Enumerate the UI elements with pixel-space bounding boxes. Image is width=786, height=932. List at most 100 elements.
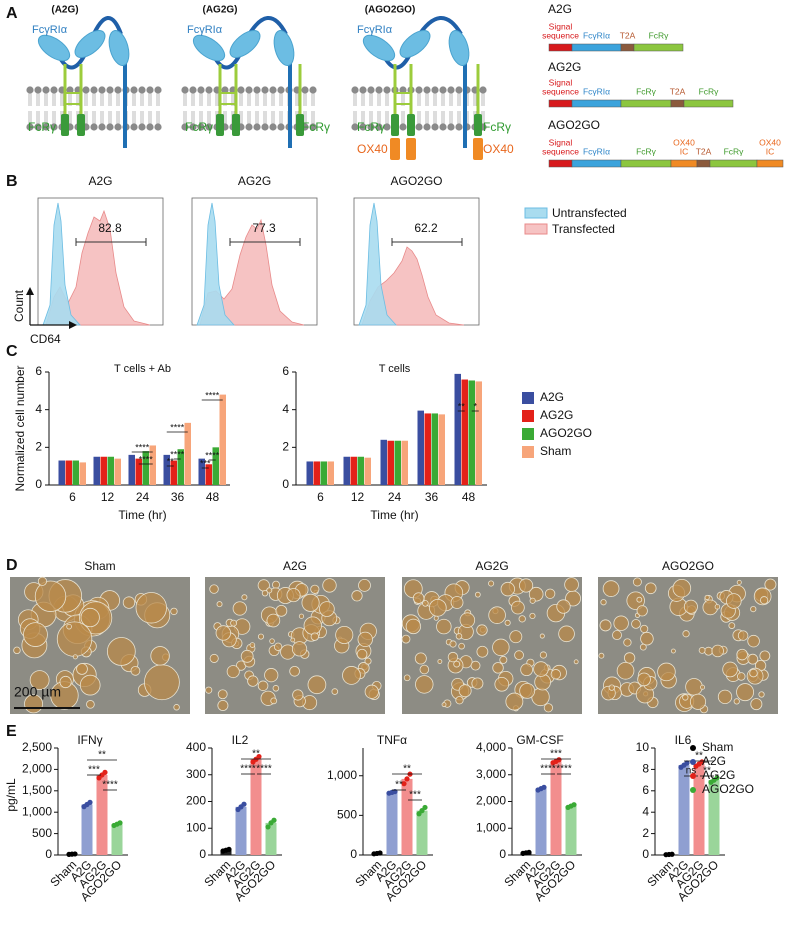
cell-cluster xyxy=(249,642,256,648)
bar xyxy=(693,764,705,855)
cell-cluster xyxy=(573,659,579,665)
cell-cluster xyxy=(499,655,508,664)
y-axis-label: Normalized cell number xyxy=(13,365,27,491)
cell-cluster xyxy=(144,664,180,701)
ox40-domain xyxy=(390,138,400,160)
cell-cluster xyxy=(640,624,649,633)
receptor-label: FcγRIα xyxy=(32,24,68,36)
x-tick-label: 48 xyxy=(462,490,476,504)
bar xyxy=(163,454,170,485)
replicate-point xyxy=(404,776,410,782)
bar xyxy=(250,759,262,855)
cell-cluster xyxy=(598,652,605,659)
cell-cluster xyxy=(290,637,296,643)
lipid-head xyxy=(189,123,197,131)
cell-cluster xyxy=(539,651,547,659)
cell-cluster xyxy=(419,664,430,675)
lipid-head xyxy=(82,86,90,94)
cell-cluster xyxy=(470,660,481,671)
cell-cluster xyxy=(500,581,516,597)
lipid-head xyxy=(309,86,317,94)
cell-cluster xyxy=(683,599,698,614)
cell-cluster xyxy=(428,598,447,617)
cell-cluster xyxy=(455,633,463,640)
adaptor-label: FcRγ xyxy=(483,120,511,134)
lipid-head xyxy=(479,86,487,94)
receptor-domain xyxy=(399,30,431,58)
segment-label: FcγRIα xyxy=(583,86,610,96)
replicate-point xyxy=(541,784,547,790)
y-tick-label: 0 xyxy=(350,847,357,861)
map-segment xyxy=(756,159,784,168)
cell-cluster xyxy=(698,646,706,654)
cell-cluster xyxy=(550,669,561,680)
cell-cluster xyxy=(322,578,337,593)
lipid-head xyxy=(455,123,463,131)
replicate-point xyxy=(271,817,277,823)
significance-label: *** xyxy=(88,765,100,776)
receptor-domain xyxy=(448,29,470,67)
y-tick-label: 8 xyxy=(642,762,649,776)
significance-label: ** xyxy=(458,401,466,411)
cell-cluster xyxy=(59,675,72,689)
y-tick-label: 300 xyxy=(186,767,206,781)
cell-cluster xyxy=(437,659,443,664)
lipid-head xyxy=(367,86,375,94)
bar xyxy=(424,413,431,485)
bar xyxy=(535,788,547,855)
cell-cluster xyxy=(23,622,48,647)
replicate-point xyxy=(714,775,720,781)
lipid-head xyxy=(415,86,423,94)
chart-title: T cells xyxy=(379,363,411,375)
lipid-head xyxy=(146,123,154,131)
y-tick-label: 0 xyxy=(45,847,52,861)
cell-cluster xyxy=(150,646,170,666)
adaptor-itam xyxy=(474,114,482,136)
cell-cluster xyxy=(749,668,758,678)
legend-dot xyxy=(690,787,696,793)
lipid-head xyxy=(351,86,359,94)
cell-cluster xyxy=(711,644,724,658)
panel-label: E xyxy=(6,723,17,740)
lipid-head xyxy=(181,86,189,94)
y-tick-label: 6 xyxy=(35,364,42,378)
cell-cluster xyxy=(657,662,676,682)
cell-cluster xyxy=(257,680,269,692)
segment-label: sequence xyxy=(542,86,579,96)
arrow-head xyxy=(69,321,77,329)
legend-label: A2G xyxy=(540,390,564,404)
lipid-head xyxy=(383,86,391,94)
bar xyxy=(72,460,79,485)
cell-cluster xyxy=(56,621,93,657)
cell-cluster xyxy=(636,605,648,617)
lipid-head xyxy=(114,123,122,131)
cell-cluster xyxy=(289,665,300,677)
cell-cluster xyxy=(733,698,740,705)
cell-cluster xyxy=(539,633,545,639)
receptor-domain xyxy=(229,30,261,58)
cell-cluster xyxy=(458,684,472,698)
bar xyxy=(431,413,438,485)
replicate-point xyxy=(684,760,690,766)
cell-cluster xyxy=(700,684,706,690)
cell-cluster xyxy=(433,615,439,621)
y-tick-label: 4 xyxy=(282,402,289,416)
lipid-head xyxy=(205,86,213,94)
significance-label: ** xyxy=(703,766,711,777)
legend-label: Sham xyxy=(702,740,733,754)
y-tick-label: 0 xyxy=(282,477,289,491)
replicate-point xyxy=(102,769,108,775)
cell-cluster xyxy=(13,646,21,655)
cell-cluster xyxy=(760,596,769,605)
bar xyxy=(235,806,247,855)
map-name: AG2G xyxy=(548,60,581,74)
legend-swatch xyxy=(524,207,548,219)
panel-label: B xyxy=(6,173,18,190)
bar xyxy=(212,447,219,485)
cell-cluster xyxy=(750,698,763,711)
bar xyxy=(114,458,121,485)
bar xyxy=(357,456,364,485)
cell-cluster xyxy=(670,648,676,654)
cell-cluster xyxy=(364,684,379,699)
